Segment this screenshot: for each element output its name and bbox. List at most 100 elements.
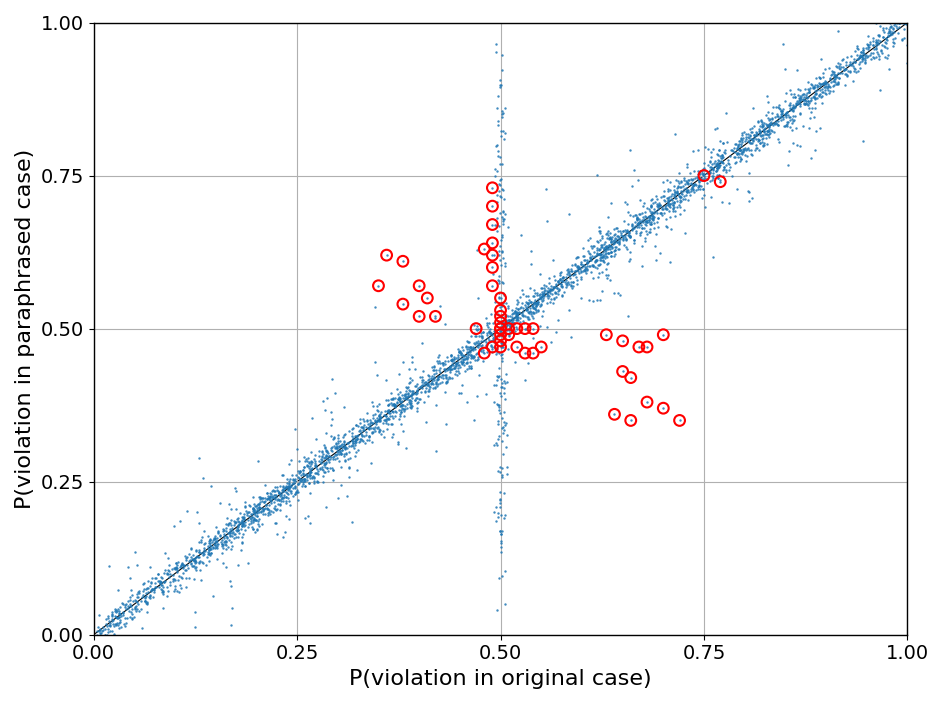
Point	[430, 358, 446, 369]
Point	[550, 288, 565, 299]
Point	[822, 73, 837, 84]
Point	[223, 531, 238, 542]
Point	[731, 147, 746, 158]
Point	[370, 370, 385, 381]
Point	[680, 187, 695, 198]
Point	[94, 626, 110, 637]
Point	[294, 470, 309, 481]
Point	[453, 356, 468, 367]
Point	[785, 106, 801, 117]
Point	[529, 297, 544, 308]
Point	[816, 71, 831, 82]
Point	[467, 354, 482, 365]
Point	[777, 96, 792, 107]
Point	[594, 239, 609, 250]
Point	[160, 564, 176, 575]
Point	[397, 391, 413, 402]
Point	[247, 508, 262, 519]
Point	[289, 470, 304, 481]
Point	[550, 315, 565, 326]
Point	[466, 338, 481, 349]
Point	[673, 177, 688, 188]
Point	[554, 275, 569, 287]
Point	[711, 172, 726, 184]
Point	[318, 451, 333, 463]
Point	[362, 415, 378, 426]
Point	[497, 598, 513, 609]
Point	[538, 184, 553, 195]
Point	[702, 175, 717, 187]
Point	[669, 188, 684, 199]
Point	[396, 390, 412, 401]
Point	[733, 144, 749, 156]
Point	[582, 294, 597, 306]
Point	[414, 379, 430, 391]
Point	[623, 144, 638, 156]
Point	[398, 391, 413, 403]
Point	[494, 535, 509, 546]
Point	[459, 358, 474, 369]
Point	[596, 251, 611, 263]
Point	[407, 394, 422, 406]
Point	[347, 435, 362, 446]
Point	[634, 241, 649, 252]
Point	[234, 515, 249, 526]
Point	[388, 393, 403, 404]
Point	[710, 163, 725, 174]
Point	[784, 117, 800, 128]
Point	[755, 120, 770, 131]
Point	[828, 78, 843, 89]
Point	[709, 159, 724, 170]
Point	[647, 217, 662, 228]
Point	[429, 367, 444, 378]
Point	[542, 296, 557, 308]
Point	[848, 56, 863, 68]
Point	[533, 341, 548, 353]
Point	[755, 122, 770, 133]
Point	[415, 365, 430, 377]
Point	[452, 346, 467, 358]
Point	[222, 523, 237, 534]
Point	[882, 26, 897, 37]
Point	[297, 475, 312, 486]
Point	[129, 601, 144, 612]
Point	[378, 394, 393, 406]
Point	[808, 87, 823, 99]
Point	[681, 194, 696, 206]
Point	[500, 300, 515, 311]
Point	[790, 64, 805, 75]
Point	[770, 120, 785, 131]
Point	[767, 111, 783, 122]
Point	[453, 348, 468, 360]
Point	[852, 56, 868, 68]
Point	[792, 90, 807, 101]
Point	[219, 536, 234, 548]
Point	[510, 308, 525, 320]
Point	[496, 287, 511, 298]
Point	[329, 449, 344, 460]
Point	[651, 198, 666, 209]
Point	[432, 362, 447, 373]
Point	[537, 288, 552, 299]
Point	[495, 472, 510, 483]
Point	[428, 378, 443, 389]
Point	[595, 240, 610, 251]
Point	[268, 489, 283, 501]
Point	[404, 390, 419, 401]
Point	[532, 268, 548, 279]
Point	[582, 260, 597, 272]
Point	[384, 400, 399, 411]
Point	[202, 545, 217, 556]
Point	[260, 503, 275, 514]
Point	[492, 325, 507, 337]
Point	[497, 214, 512, 225]
Point	[328, 448, 343, 459]
Point	[219, 531, 234, 542]
Point	[380, 400, 396, 411]
Point	[129, 588, 144, 599]
Point	[748, 144, 763, 156]
Point	[196, 539, 211, 550]
Point	[450, 365, 465, 377]
Point	[218, 543, 233, 555]
Point	[304, 457, 319, 468]
